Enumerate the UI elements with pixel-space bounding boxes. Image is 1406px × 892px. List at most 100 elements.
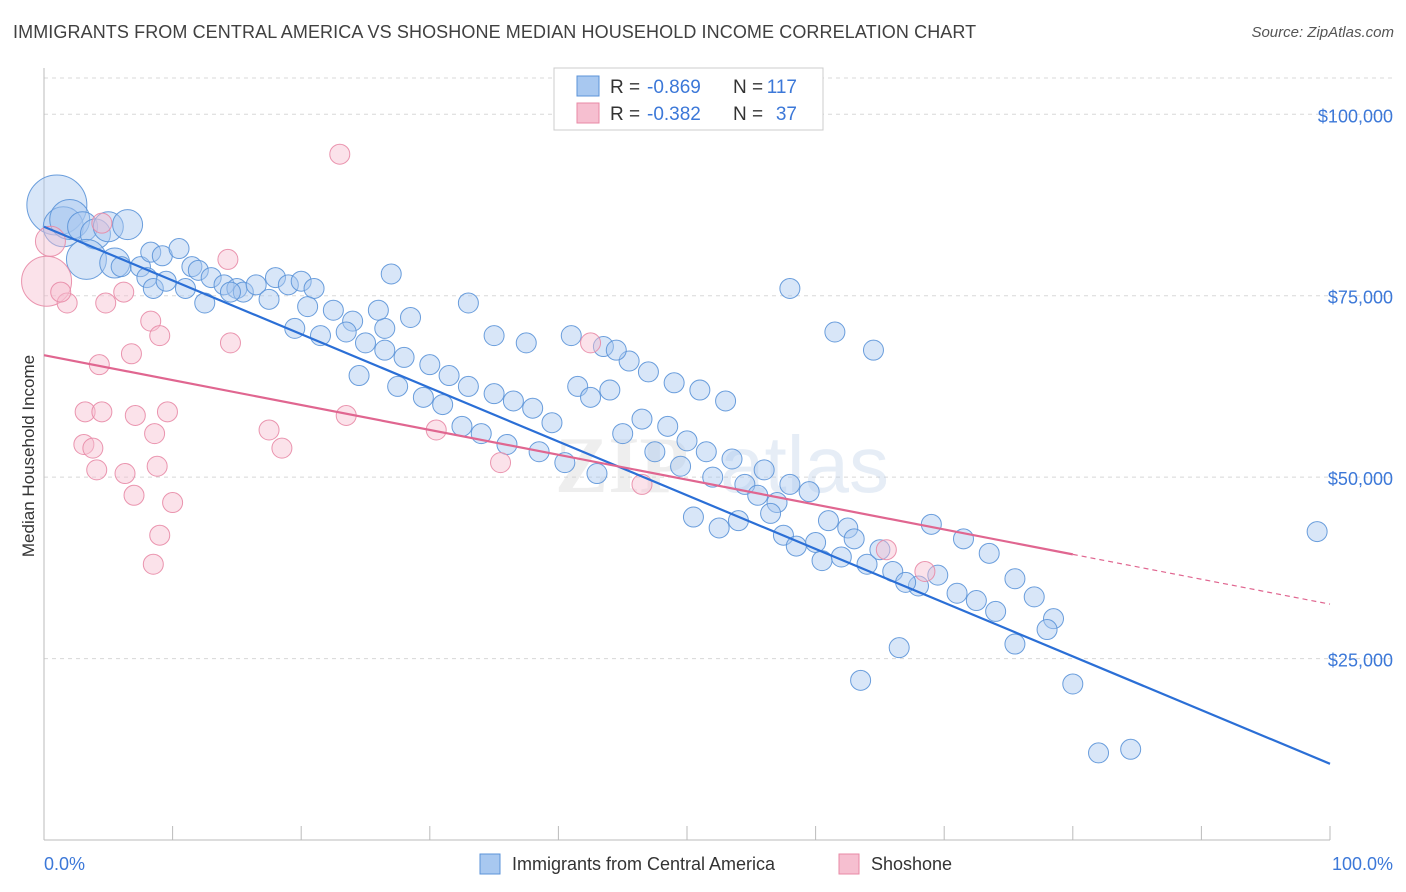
point-central-america <box>393 346 415 368</box>
point-central-america <box>419 354 441 376</box>
point-central-america <box>290 270 312 292</box>
point-shoshone <box>34 225 66 257</box>
point-central-america <box>515 332 537 354</box>
trend-lines <box>43 225 1331 765</box>
point-shoshone <box>95 292 117 314</box>
point-central-america <box>522 397 544 419</box>
point-central-america <box>258 288 280 310</box>
point-central-america <box>181 256 203 278</box>
y-tick-label: $75,000 <box>1328 288 1393 308</box>
y-tick-label: $100,000 <box>1318 106 1393 126</box>
point-shoshone <box>56 292 78 314</box>
point-central-america <box>644 441 666 463</box>
point-central-america <box>965 590 987 612</box>
stats-n-value-blue: 117 <box>767 77 797 98</box>
point-central-america <box>367 299 389 321</box>
point-central-america <box>676 430 698 452</box>
point-shoshone <box>142 553 164 575</box>
point-central-america <box>1088 742 1110 764</box>
y-tick-labels: $25,000 $50,000 $75,000 $100,000 <box>1318 106 1393 670</box>
point-central-america <box>42 206 84 248</box>
point-shoshone <box>113 281 135 303</box>
point-shoshone <box>82 437 104 459</box>
point-shoshone <box>144 423 166 445</box>
stats-r-value-blue: -0.869 <box>647 77 701 98</box>
point-shoshone <box>156 401 178 423</box>
point-central-america <box>592 336 614 358</box>
stats-legend: R = -0.869 N = 117 R = -0.382 N = 37 <box>553 67 824 131</box>
point-central-america <box>824 321 846 343</box>
point-central-america <box>670 455 692 477</box>
source-label: Source: ZipAtlas.com <box>1251 24 1394 41</box>
stats-n-label-pink: N = <box>733 104 763 125</box>
point-central-america <box>580 386 602 408</box>
point-central-america <box>400 306 422 328</box>
y-tick-label: $25,000 <box>1328 651 1393 671</box>
point-central-america <box>862 339 884 361</box>
point-central-america <box>168 238 190 260</box>
point-central-america <box>348 365 370 387</box>
point-central-america <box>140 241 162 263</box>
point-shoshone <box>219 332 241 354</box>
point-central-america <box>779 277 801 299</box>
point-central-america <box>277 274 299 296</box>
point-shoshone <box>329 143 351 165</box>
point-central-america <box>1120 738 1142 760</box>
point-central-america <box>200 267 222 289</box>
point-shoshone <box>875 539 897 561</box>
point-shoshone <box>490 452 512 474</box>
point-shoshone <box>580 332 602 354</box>
point-central-america <box>978 542 1000 564</box>
point-central-america <box>374 339 396 361</box>
point-shoshone <box>74 401 96 423</box>
point-central-america <box>586 463 608 485</box>
point-central-america <box>869 539 891 561</box>
stats-r-label-pink: R = <box>610 104 640 125</box>
watermark: ZIP atlas <box>555 420 889 510</box>
point-central-america <box>1062 673 1084 695</box>
point-central-america <box>837 517 859 539</box>
legend-swatch-shoshone <box>838 853 860 875</box>
point-central-america <box>142 277 164 299</box>
point-shoshone <box>86 459 108 481</box>
point-central-america <box>502 390 524 412</box>
point-central-america <box>927 564 949 586</box>
point-central-america <box>387 375 409 397</box>
point-central-america <box>355 332 376 354</box>
point-shoshone <box>123 484 145 506</box>
point-central-america <box>657 415 679 437</box>
stats-n-value-pink: 37 <box>776 104 797 125</box>
point-central-america <box>708 517 730 539</box>
axes <box>43 68 1331 841</box>
point-central-america <box>715 390 737 412</box>
point-shoshone <box>50 281 72 303</box>
point-central-america <box>483 325 505 347</box>
point-central-america <box>888 637 910 659</box>
point-central-america <box>245 274 267 296</box>
stats-legend-swatch-pink <box>576 102 600 124</box>
point-central-america <box>1043 608 1065 630</box>
point-shoshone <box>162 492 184 514</box>
gridlines <box>44 77 1393 660</box>
point-central-america <box>438 365 460 387</box>
point-central-america <box>432 394 454 416</box>
point-central-america <box>721 448 743 470</box>
point-central-america <box>753 459 775 481</box>
point-central-america <box>798 481 820 503</box>
point-central-america <box>702 466 724 488</box>
point-central-america <box>850 669 872 691</box>
trend-central-america <box>43 225 1331 765</box>
point-central-america <box>560 325 582 347</box>
point-central-america <box>297 296 319 318</box>
legend-swatch-central-america <box>479 853 501 875</box>
point-shoshone <box>114 463 136 485</box>
y-tick-label: $50,000 <box>1328 469 1393 489</box>
point-central-america <box>695 441 717 463</box>
point-central-america <box>637 361 659 383</box>
data-points <box>21 143 1328 764</box>
point-central-america <box>412 386 434 408</box>
point-central-america <box>682 506 704 528</box>
point-central-america <box>112 209 144 241</box>
point-central-america <box>541 412 563 434</box>
